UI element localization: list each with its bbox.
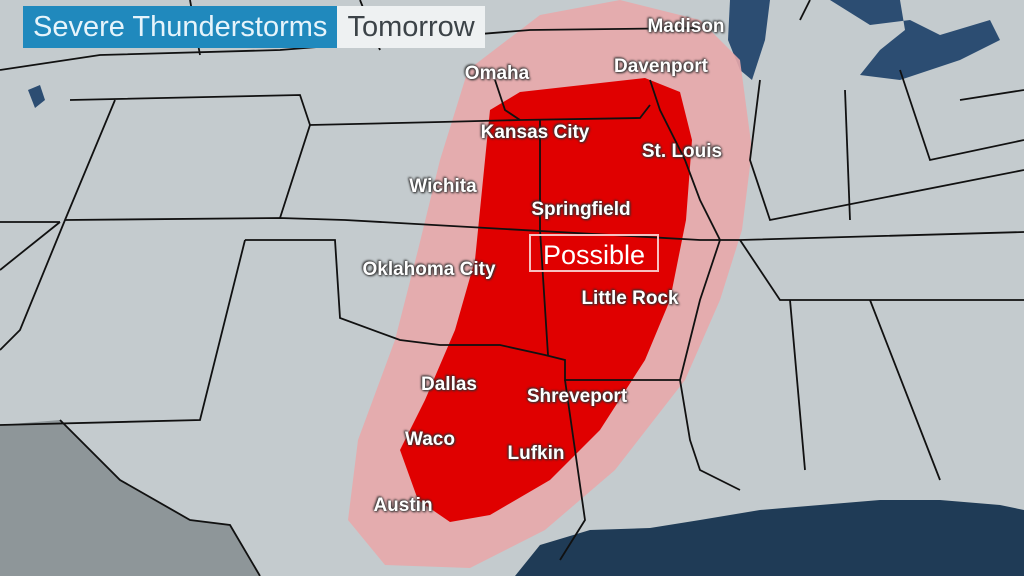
city-label: Little Rock — [581, 288, 679, 309]
city-label: Oklahoma City — [362, 259, 496, 280]
great-salt-lake — [28, 85, 45, 108]
city-label: Kansas City — [480, 122, 590, 143]
city-label: St. Louis — [641, 141, 723, 162]
city-label: Madison — [647, 16, 725, 37]
city-label: Austin — [373, 495, 433, 516]
city-label: Dallas — [421, 374, 477, 395]
day-label: Tomorrow — [337, 6, 485, 48]
city-label: Shreveport — [526, 386, 628, 407]
mexico-land — [0, 420, 260, 576]
city-label: Omaha — [464, 63, 530, 84]
city-label: Waco — [405, 429, 455, 450]
gulf-of-mexico — [515, 500, 1024, 576]
map-title: Severe Thunderstorms Tomorrow — [23, 6, 485, 48]
lake-huron — [830, 0, 1000, 80]
risk-label-possible: Possible — [529, 234, 659, 272]
city-label: Lufkin — [507, 443, 565, 464]
city-label: Springfield — [531, 199, 631, 220]
city-label: Davenport — [614, 56, 708, 77]
city-label: Wichita — [409, 176, 477, 197]
hazard-title: Severe Thunderstorms — [23, 6, 338, 48]
possible-risk-area — [400, 78, 692, 522]
